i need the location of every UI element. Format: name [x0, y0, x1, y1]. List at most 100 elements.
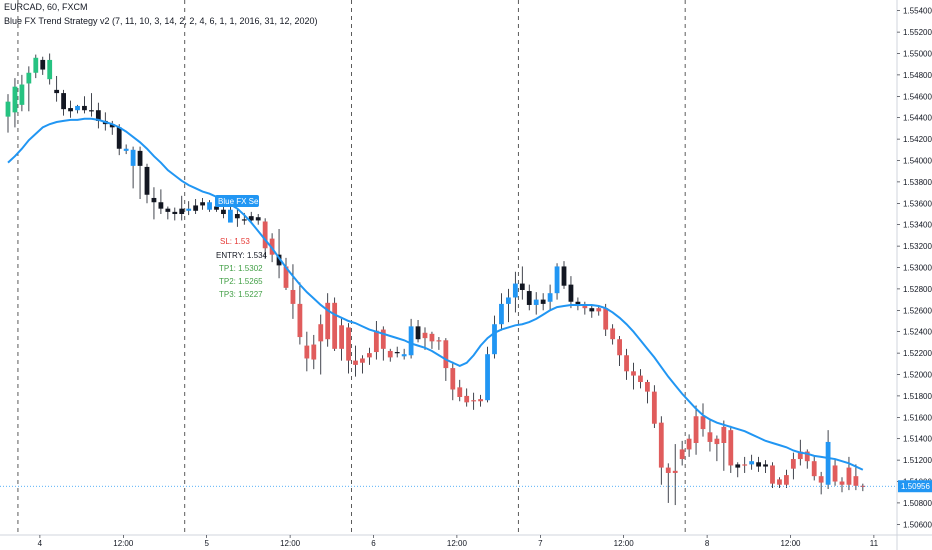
candle-body — [436, 340, 442, 342]
y-tick-label: 1.55400 — [903, 7, 932, 16]
candle-body — [589, 308, 595, 312]
tp3-label: TP3: 1.5227 — [219, 290, 263, 299]
candle-body — [443, 340, 449, 369]
x-tick-label: 4 — [38, 539, 43, 548]
candle-body — [75, 105, 80, 111]
y-tick-label: 1.53400 — [903, 221, 932, 230]
y-tick-label: 1.55000 — [903, 50, 932, 59]
candle-body — [707, 432, 713, 442]
symbol-title: EURCAD, 60, FXCM — [4, 2, 88, 12]
x-tick-label: 5 — [204, 539, 209, 548]
tp2-label: TP2: 1.5265 — [219, 277, 263, 286]
sl-label: SL: 1.53 — [220, 237, 250, 246]
candle-body — [89, 110, 94, 112]
candle-body — [749, 461, 755, 465]
x-tick-label: 12:00 — [113, 539, 134, 548]
candle-body — [818, 476, 824, 483]
candle-body — [221, 209, 226, 215]
x-tick-label: 8 — [705, 539, 710, 548]
candle-body — [394, 352, 400, 354]
price-tag-label: 1.50956 — [901, 482, 930, 491]
candle-body — [700, 416, 706, 430]
candle-body — [533, 299, 539, 305]
y-tick-label: 1.54800 — [903, 71, 932, 80]
y-tick-label: 1.52800 — [903, 285, 932, 294]
candle-body — [499, 303, 504, 325]
candle-body — [82, 105, 87, 111]
candle-body — [137, 150, 143, 166]
y-tick-label: 1.51400 — [903, 435, 932, 444]
candle-body — [853, 476, 859, 486]
candle-body — [485, 354, 490, 401]
y-tick-label: 1.54000 — [903, 157, 932, 166]
candle-body — [526, 291, 532, 305]
candle-body — [353, 360, 358, 365]
candle-body — [207, 202, 212, 210]
candle-body — [26, 72, 32, 84]
candle-body — [492, 324, 497, 355]
candle-body — [624, 355, 629, 372]
entry-label: ENTRY: 1.534 — [216, 251, 268, 260]
y-tick-label: 1.51200 — [903, 456, 932, 465]
candle-body — [506, 297, 511, 304]
candle-body — [290, 289, 296, 304]
candle-body — [408, 326, 414, 356]
x-tick-label: 12:00 — [280, 539, 301, 548]
candle-body — [311, 344, 317, 360]
candle-body — [380, 329, 386, 349]
candle-body — [582, 306, 588, 309]
candle-body — [214, 206, 219, 210]
candle-body — [631, 371, 636, 376]
candle-body — [561, 266, 567, 286]
candle-body — [228, 209, 233, 223]
candle-body — [784, 475, 789, 485]
candle-body — [165, 208, 171, 212]
x-tick-label: 12:00 — [614, 539, 635, 548]
candle-body — [756, 462, 761, 467]
candle-body — [464, 395, 470, 403]
y-tick-label: 1.52400 — [903, 328, 932, 337]
candle-body — [658, 422, 664, 468]
candle-body — [804, 451, 810, 462]
y-tick-label: 1.50600 — [903, 520, 932, 529]
candle-body — [422, 332, 428, 339]
candle-body — [144, 166, 150, 195]
candle-body — [5, 101, 11, 117]
candle-body — [158, 202, 164, 209]
x-tick-label: 11 — [870, 539, 879, 548]
y-tick-label: 1.55200 — [903, 28, 932, 37]
candle-body — [846, 467, 852, 485]
x-tick-label: 12:00 — [780, 539, 801, 548]
candle-body — [123, 148, 129, 151]
candle-body — [832, 465, 838, 482]
candle-body — [283, 266, 289, 288]
candle-body — [54, 89, 60, 94]
y-tick-label: 1.53600 — [903, 199, 932, 208]
candle-body — [728, 430, 734, 466]
candle-body — [679, 449, 685, 460]
y-tick-label: 1.50800 — [903, 499, 932, 508]
candle-body — [193, 205, 199, 211]
y-tick-label: 1.53000 — [903, 264, 932, 273]
candle-body — [346, 327, 351, 361]
candle-body — [568, 284, 574, 302]
candle-body — [797, 451, 803, 460]
candle-body — [415, 326, 421, 340]
candle-body — [519, 283, 525, 290]
tp1-label: TP1: 1.5302 — [219, 264, 263, 273]
candle-body — [339, 325, 344, 349]
candle-body — [360, 358, 365, 363]
candle-body — [770, 465, 775, 484]
candle-body — [610, 328, 616, 340]
x-tick-label: 6 — [371, 539, 376, 548]
candle-body — [262, 221, 268, 249]
candle-body — [811, 461, 817, 477]
candle-body — [839, 481, 845, 485]
candle-body — [47, 59, 53, 80]
signal-label-bg — [215, 195, 259, 207]
y-tick-label: 1.52000 — [903, 371, 932, 380]
candle-body — [512, 283, 518, 298]
candle-body — [95, 110, 101, 121]
candle-body — [575, 301, 581, 307]
